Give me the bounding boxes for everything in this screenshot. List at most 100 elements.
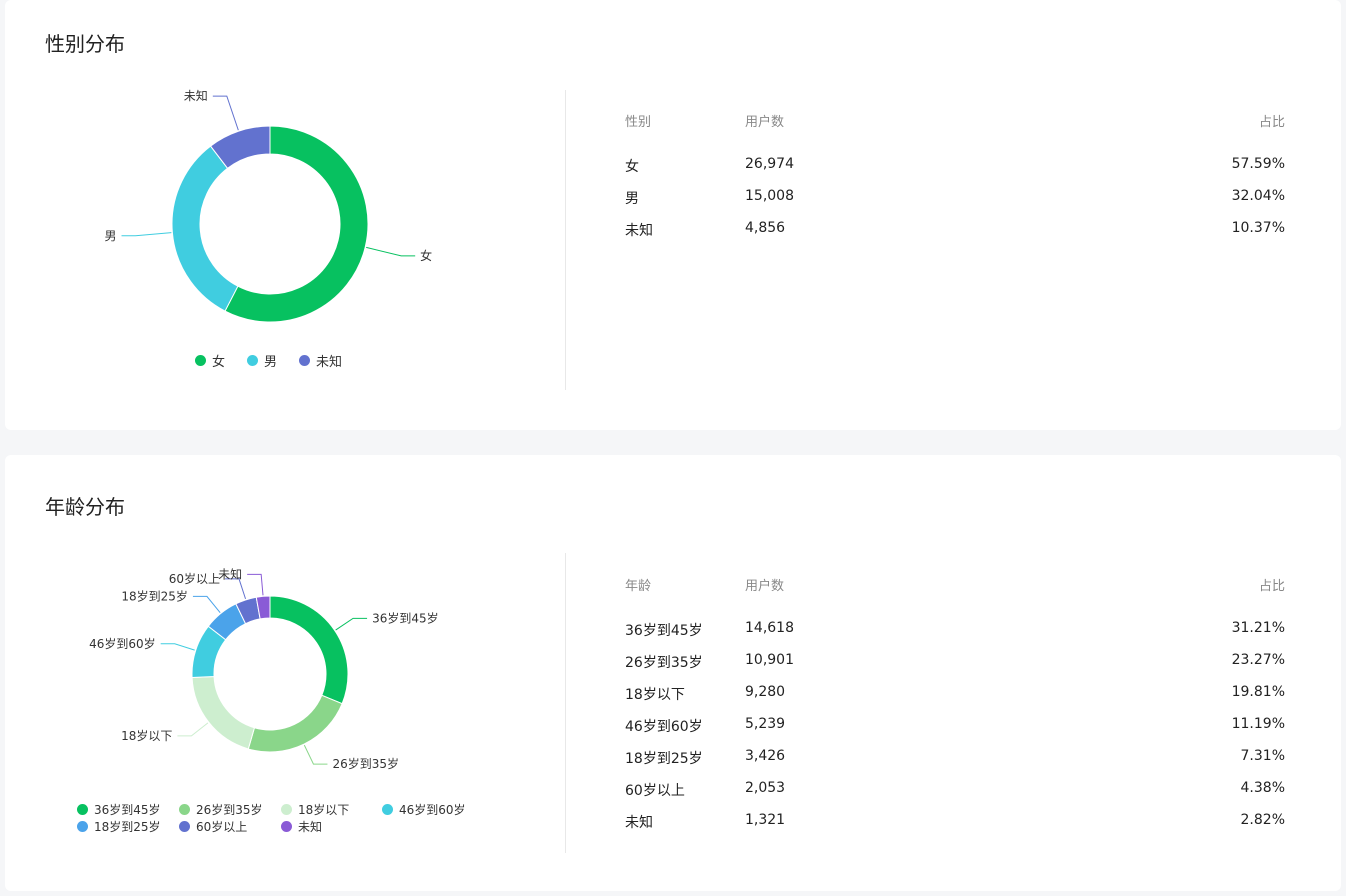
- legend-item[interactable]: 18岁以下: [281, 801, 349, 818]
- leader-line: [192, 595, 221, 614]
- row-count: 10,901: [745, 652, 794, 668]
- row-label: 女: [625, 159, 639, 175]
- legend-item[interactable]: 未知: [281, 818, 322, 835]
- age-col-pct: 占比: [1258, 579, 1285, 594]
- gender-card: 性别分布 女男未知 女男未知 性别 用户数 占比 女 26,974 57.59%…: [5, 0, 1341, 430]
- donut-slice[interactable]: [224, 125, 369, 323]
- row-label: 26岁到35岁: [625, 655, 703, 671]
- legend-item[interactable]: 男: [247, 351, 277, 370]
- table-row: 46岁到60岁 5,239 11.19%: [625, 716, 1285, 748]
- leader-line: [160, 643, 195, 651]
- age-title: 年龄分布: [45, 495, 125, 519]
- row-pct: 10.37%: [1231, 220, 1285, 236]
- gender-table: 性别 用户数 占比 女 26,974 57.59% 男 15,008 32.04…: [625, 111, 1285, 252]
- legend-item[interactable]: 36岁到45岁: [77, 801, 161, 818]
- legend-label: 男: [264, 355, 278, 370]
- legend-item[interactable]: 60岁以上: [179, 818, 247, 835]
- table-row: 60岁以上 2,053 4.38%: [625, 780, 1285, 812]
- row-label: 18岁以下: [625, 687, 685, 703]
- row-pct: 31.21%: [1231, 620, 1285, 636]
- legend-dot-icon: [281, 804, 292, 815]
- gender-divider: [565, 90, 566, 390]
- row-count: 5,239: [745, 716, 786, 732]
- row-label: 18岁到25岁: [625, 751, 703, 767]
- donut-slice[interactable]: [255, 595, 271, 620]
- legend-dot-icon: [247, 355, 258, 366]
- donut-slice[interactable]: [209, 125, 271, 170]
- row-count: 2,053: [745, 780, 786, 796]
- row-pct: 11.19%: [1231, 716, 1285, 732]
- row-label: 男: [625, 191, 639, 207]
- row-count: 14,618: [745, 620, 794, 636]
- row-pct: 4.38%: [1240, 780, 1285, 796]
- gender-legend: 女 男 未知: [195, 351, 395, 371]
- legend-dot-icon: [195, 355, 206, 366]
- legend-label: 36岁到45岁: [94, 803, 161, 817]
- donut-slice[interactable]: [269, 595, 349, 705]
- row-count: 3,426: [745, 748, 786, 764]
- legend-label: 女: [212, 355, 226, 370]
- table-row: 26岁到35岁 10,901 23.27%: [625, 652, 1285, 684]
- row-label: 未知: [625, 223, 653, 239]
- age-legend: 36岁到45岁 26岁到35岁 18岁以下 46岁到60岁 18岁到25岁 60岁以上 未知: [77, 801, 517, 837]
- legend-item[interactable]: 26岁到35岁: [179, 801, 263, 818]
- row-label: 36岁到45岁: [625, 623, 703, 639]
- age-table-header: 年龄 用户数 占比: [625, 575, 1285, 595]
- slice-label: 36岁到45岁: [372, 610, 439, 625]
- legend-item[interactable]: 18岁到25岁: [77, 818, 161, 835]
- age-table: 年龄 用户数 占比 36岁到45岁 14,618 31.21% 26岁到35岁 …: [625, 575, 1285, 844]
- gender-col-count: 用户数: [745, 115, 785, 130]
- legend-label: 未知: [298, 820, 323, 834]
- gender-col-pct: 占比: [1258, 115, 1285, 130]
- table-row: 男 15,008 32.04%: [625, 188, 1285, 220]
- leader-line: [335, 617, 368, 631]
- donut-slice[interactable]: [171, 145, 239, 312]
- row-pct: 7.31%: [1240, 748, 1285, 764]
- leader-line: [121, 232, 172, 237]
- row-count: 15,008: [745, 188, 794, 204]
- leader-line: [303, 744, 328, 765]
- slice-label: 女: [420, 248, 432, 263]
- slice-label: 46岁到60岁: [89, 636, 156, 651]
- legend-dot-icon: [299, 355, 310, 366]
- age-col-label: 年龄: [625, 579, 652, 594]
- row-pct: 2.82%: [1240, 812, 1285, 828]
- slice-label: 未知: [184, 89, 208, 103]
- slice-label: 18岁到25岁: [121, 588, 188, 603]
- legend-dot-icon: [382, 804, 393, 815]
- legend-item[interactable]: 未知: [299, 351, 342, 370]
- row-pct: 57.59%: [1231, 156, 1285, 172]
- age-col-count: 用户数: [745, 579, 785, 594]
- slice-label: 男: [104, 229, 116, 243]
- gender-title: 性别分布: [45, 32, 125, 56]
- legend-item[interactable]: 46岁到60岁: [382, 801, 466, 818]
- legend-dot-icon: [179, 804, 190, 815]
- legend-dot-icon: [281, 821, 292, 832]
- gender-table-header: 性别 用户数 占比: [625, 111, 1285, 131]
- legend-label: 46岁到60岁: [399, 803, 466, 817]
- slice-label: 18岁以下: [121, 728, 172, 743]
- donut-slice[interactable]: [247, 694, 343, 753]
- slice-label: 60岁以上: [169, 571, 220, 586]
- age-divider: [565, 553, 566, 853]
- age-card: 年龄分布 36岁到45岁 26岁到35岁 18岁以下 46岁到60岁 18岁到25岁 60…: [5, 455, 1341, 891]
- legend-label: 未知: [316, 355, 343, 370]
- legend-item[interactable]: 女: [195, 351, 225, 370]
- legend-label: 18岁以下: [298, 803, 350, 817]
- row-label: 60岁以上: [625, 783, 685, 799]
- leader-line: [212, 95, 239, 131]
- legend-label: 60岁以上: [196, 820, 248, 834]
- table-row: 未知 1,321 2.82%: [625, 812, 1285, 844]
- table-row: 未知 4,856 10.37%: [625, 220, 1285, 252]
- table-row: 18岁到25岁 3,426 7.31%: [625, 748, 1285, 780]
- gender-donut-chart: 女 男 未知: [104, 89, 432, 323]
- table-row: 36岁到45岁 14,618 31.21%: [625, 620, 1285, 652]
- leader-line: [247, 573, 264, 596]
- table-row: 女 26,974 57.59%: [625, 156, 1285, 188]
- legend-label: 26岁到35岁: [196, 803, 263, 817]
- legend-dot-icon: [77, 804, 88, 815]
- row-count: 1,321: [745, 812, 786, 828]
- donut-slice[interactable]: [191, 675, 256, 750]
- slice-label: 26岁到35岁: [332, 756, 399, 771]
